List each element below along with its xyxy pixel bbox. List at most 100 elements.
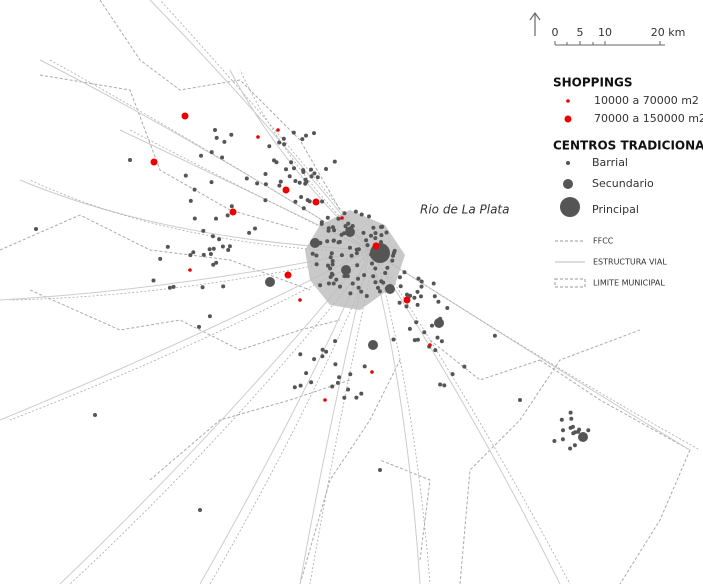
barrial-center [297, 180, 302, 185]
barrial-center [361, 230, 366, 235]
barrial-center [362, 364, 367, 369]
barrial-center [518, 398, 522, 402]
barrial-center [419, 294, 423, 299]
barrial-center [492, 333, 497, 338]
barrial-center [214, 260, 219, 265]
barrial-center [436, 299, 441, 304]
barrial-center [267, 144, 272, 149]
barrial-center [419, 284, 424, 289]
barrial-center [320, 354, 325, 359]
shopping-small [276, 128, 280, 132]
barrial-center [34, 227, 38, 231]
legend-item: Principal [592, 203, 639, 216]
barrial-center [277, 140, 282, 145]
barrial-center [348, 372, 353, 377]
shopping-large [150, 158, 158, 166]
legend-item: Secundario [592, 177, 654, 190]
barrial-center [568, 425, 573, 430]
barrial-center [329, 251, 334, 256]
barrial-center [354, 251, 359, 256]
barrial-center [412, 295, 417, 300]
scale-label: 10 [598, 26, 612, 39]
municipal-boundary [0, 214, 311, 291]
barrial-center [128, 158, 132, 162]
road [149, 0, 371, 251]
barrial-center [199, 153, 203, 158]
barrial-center [291, 130, 296, 135]
barrial-center [315, 175, 320, 180]
barrial-center [552, 439, 557, 443]
railway [374, 252, 431, 584]
barrial-center [328, 255, 333, 260]
barrial-center [404, 304, 409, 309]
barrial-center [438, 382, 443, 387]
shopping-small [323, 398, 327, 402]
barrial-center [442, 383, 447, 388]
shopping-small [428, 343, 432, 347]
barrial-center [364, 238, 369, 243]
barrial-center [350, 281, 355, 286]
road [59, 249, 371, 584]
barrial-center [445, 306, 450, 310]
barrial-center [314, 253, 319, 258]
barrial-center [354, 247, 359, 252]
barrial-center [367, 214, 371, 219]
barrial-center [384, 230, 389, 235]
barrial-center [198, 508, 202, 512]
barrial-center [353, 209, 358, 214]
barrial-center [304, 179, 309, 184]
barrial-center [373, 280, 378, 285]
barrial-center [229, 204, 234, 209]
shopping-large [229, 208, 237, 216]
barrial-center [373, 236, 378, 241]
barrial-center [244, 176, 249, 181]
barrial-center [560, 437, 565, 442]
barrial-center [450, 372, 455, 377]
barrial-center [346, 387, 351, 392]
barrial-center [318, 283, 323, 288]
barrial-center [320, 199, 325, 204]
barrial-center [304, 133, 308, 138]
barrial-center [309, 380, 314, 385]
barrial-center [293, 179, 298, 183]
barrial-center [330, 384, 335, 389]
secondary-center [368, 340, 378, 350]
barrial-center [151, 278, 156, 283]
barrial-center [209, 150, 214, 155]
barrial-center [334, 277, 339, 282]
railway [239, 69, 376, 254]
barrial-center [576, 429, 581, 434]
barrial-center [293, 199, 298, 204]
barrial-center [310, 251, 315, 256]
barrial-center [432, 294, 437, 299]
barrial-center [379, 233, 384, 238]
barrial-center [408, 293, 413, 298]
barrial-center [338, 284, 342, 289]
barrial-center [342, 274, 347, 279]
barrial-center [333, 339, 338, 344]
barrial-center [200, 285, 205, 290]
barrial-center [253, 226, 257, 231]
barrial-center [225, 213, 230, 218]
legend-symbol [564, 115, 572, 123]
shopping-large [372, 242, 380, 250]
scale-label: 0 [552, 26, 559, 39]
north-arrow [529, 11, 541, 36]
barrial-center [277, 183, 282, 188]
barrial-center [342, 395, 347, 400]
municipal-boundary [539, 359, 691, 584]
legend-item: 70000 a 150000 m2 [594, 112, 703, 125]
scale-label: 5 [577, 26, 584, 39]
barrial-center [370, 261, 374, 266]
barrial-center [211, 262, 216, 267]
barrial-center [397, 275, 402, 280]
road [369, 249, 691, 451]
barrial-center [348, 291, 353, 296]
barrial-center [415, 289, 420, 294]
barrial-center [222, 139, 227, 144]
shopping-large [282, 186, 290, 194]
barrial-center [343, 224, 348, 229]
barrial-center [188, 253, 193, 258]
barrial-center [335, 380, 340, 385]
barrial-center [312, 171, 317, 176]
